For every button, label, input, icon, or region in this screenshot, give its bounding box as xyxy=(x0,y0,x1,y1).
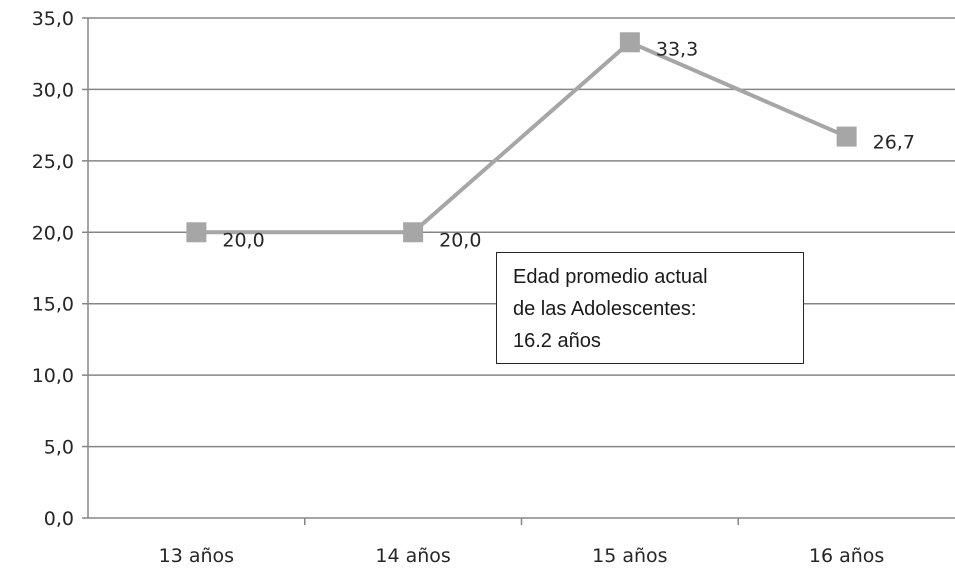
y-tick-label: 5,0 xyxy=(44,437,74,459)
y-tick-label: 30,0 xyxy=(32,79,74,101)
data-point-marker xyxy=(403,222,424,243)
y-tick-label: 0,0 xyxy=(44,508,74,530)
series xyxy=(186,32,857,243)
x-tick-label: 13 años xyxy=(159,545,234,567)
data-label: 26,7 xyxy=(873,132,915,154)
annotation-line-1: Edad promedio actual xyxy=(513,266,708,288)
y-tick-label: 10,0 xyxy=(32,365,74,387)
series-line xyxy=(196,40,848,235)
annotation-line-3: 16.2 años xyxy=(513,330,601,352)
y-axis-tick-labels: 0,0 5,0 10,0 15,0 20,0 25,0 30,0 35,0 xyxy=(32,8,74,530)
annotation-box: Edad promedio actual de las Adolescentes… xyxy=(496,252,804,364)
y-tick-label: 15,0 xyxy=(32,294,74,316)
annotation-line-2: de las Adolescentes: xyxy=(513,298,697,320)
data-label: 20,0 xyxy=(439,229,481,251)
x-tick-label: 14 años xyxy=(375,545,450,567)
y-tick-label: 20,0 xyxy=(32,222,74,244)
data-labels: 20,0 20,0 33,3 26,7 xyxy=(222,38,915,251)
data-point-marker xyxy=(836,126,857,147)
x-tick-label: 16 años xyxy=(809,545,884,567)
data-point-marker xyxy=(619,32,640,53)
axes xyxy=(82,17,955,525)
y-tick-label: 35,0 xyxy=(32,8,74,30)
data-label: 33,3 xyxy=(656,38,698,60)
data-point-marker xyxy=(186,222,207,243)
x-axis-tick-labels: 13 años 14 años 15 años 16 años xyxy=(159,545,885,567)
y-tick-label: 25,0 xyxy=(32,151,74,173)
data-label: 20,0 xyxy=(222,229,264,251)
x-tick-label: 15 años xyxy=(592,545,667,567)
